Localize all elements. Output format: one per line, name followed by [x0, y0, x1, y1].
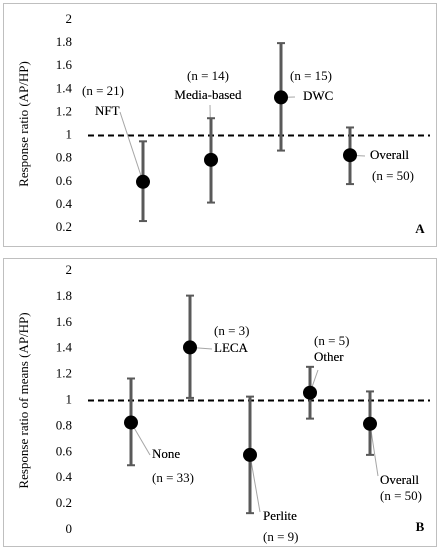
y-tick-label: 1.8	[56, 288, 72, 303]
label-halo: Other	[314, 349, 344, 364]
point	[274, 90, 288, 105]
panel-frame	[3, 3, 437, 247]
leader-line	[249, 454, 261, 513]
n-label: (n = 50)	[380, 488, 422, 503]
category-label: Overall	[370, 147, 409, 162]
category-label: DWC	[303, 88, 333, 103]
label-halo: Overall	[370, 147, 409, 162]
y-tick-label: 0	[66, 521, 73, 536]
label-halo: None	[152, 446, 180, 461]
y-tick-label: 1	[66, 391, 73, 406]
y-tick-label: 0.8	[56, 417, 72, 432]
n-label: (n = 21)	[82, 83, 124, 98]
n-label: (n = 9)	[263, 529, 299, 544]
label-halo: LECA	[214, 340, 249, 355]
y-tick-label: 0.4	[56, 196, 73, 211]
panel-label: B	[416, 519, 425, 534]
point	[243, 447, 257, 462]
n-label: (n = 15)	[290, 68, 332, 83]
y-axis-title: Response ratio of means (AP/HP)	[16, 312, 31, 488]
y-tick-label: 0.2	[56, 219, 72, 234]
y-tick-label: 0.6	[56, 173, 73, 188]
category-label: NFT	[95, 103, 120, 118]
y-tick-label: 1.2	[56, 366, 72, 381]
n-label: (n = 14)	[187, 68, 229, 83]
n-label: (n = 50)	[372, 168, 414, 183]
y-tick-label: 0.4	[56, 469, 73, 484]
y-tick-label: 1.4	[56, 340, 73, 355]
category-label: Overall	[380, 472, 419, 487]
panel-label: A	[415, 221, 425, 236]
panel-frame	[3, 258, 437, 547]
y-tick-label: 2	[66, 11, 73, 26]
y-tick-label: 1	[66, 127, 73, 142]
label-halo: Overall	[380, 472, 419, 487]
category-label: LECA	[214, 340, 249, 355]
label-halo: Perlite	[263, 508, 297, 523]
category-label: None	[152, 446, 180, 461]
label-halo: DWC	[303, 88, 333, 103]
point	[303, 385, 317, 400]
category-label: Media-based	[174, 87, 242, 102]
n-label: (n = 5)	[314, 333, 350, 348]
point	[363, 416, 377, 431]
y-tick-label: 2	[66, 262, 73, 277]
leader-line	[119, 111, 144, 182]
y-tick-label: 1.6	[56, 314, 73, 329]
n-label: (n = 33)	[152, 470, 194, 485]
point	[343, 148, 357, 163]
point	[204, 152, 218, 167]
label-halo: NFT	[95, 103, 120, 118]
y-tick-label: 0.2	[56, 495, 72, 510]
category-label: Other	[314, 349, 344, 364]
y-tick-label: 1.8	[56, 34, 72, 49]
y-tick-label: 0.6	[56, 443, 73, 458]
y-tick-label: 1.6	[56, 57, 73, 72]
y-tick-label: 0.8	[56, 150, 72, 165]
category-label: Perlite	[263, 508, 297, 523]
label-halo: Media-based	[174, 87, 242, 102]
point	[124, 415, 138, 430]
point	[183, 340, 197, 355]
y-tick-label: 1.2	[56, 103, 72, 118]
y-tick-label: 1.4	[56, 80, 73, 95]
n-label: (n = 3)	[214, 323, 250, 338]
point	[136, 174, 150, 189]
y-axis-title: Response ratio (AP/HP)	[16, 61, 31, 187]
